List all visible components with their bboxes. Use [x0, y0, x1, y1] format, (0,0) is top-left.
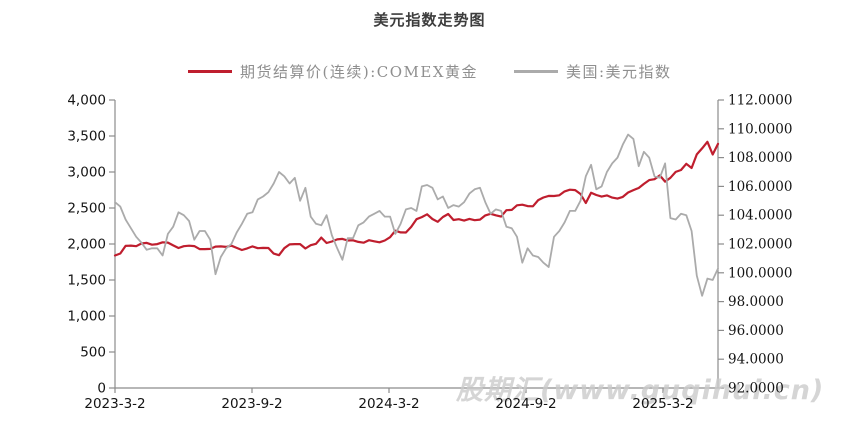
chart-title: 美元指数走势图: [373, 11, 486, 29]
legend-label-dxy: 美国:美元指数: [566, 62, 672, 81]
left-axis-tick-label: 3,000: [67, 165, 106, 181]
right-axis-tick-label: 104.0000: [728, 208, 792, 224]
dollar-index-line: [114, 133, 719, 297]
x-axis-tick-label: 2024-3-2: [358, 396, 419, 412]
legend-line-swatch-dxy: [514, 69, 558, 73]
x-axis-tick-label: 2023-3-2: [84, 396, 145, 412]
left-axis-tick-label: 1,500: [67, 273, 106, 289]
gold-price-line: [113, 140, 720, 257]
right-axis-tick-label: 96.0000: [728, 323, 784, 339]
right-axis-tick-label: 100.0000: [728, 265, 792, 281]
right-axis-tick-label: 102.0000: [728, 237, 792, 253]
left-axis-tick-label: 2,000: [67, 237, 106, 253]
left-axis-tick-label: 2,500: [67, 201, 106, 217]
right-axis-tick-label: 112.0000: [728, 93, 792, 109]
x-axis-tick-label: 2025-3-2: [632, 396, 693, 412]
left-axis-tick-label: 3,500: [67, 129, 106, 145]
left-axis-tick-label: 4,000: [67, 93, 106, 109]
legend-item-dxy: 美国:美元指数: [514, 62, 672, 81]
legend-label-gold: 期货结算价(连续):COMEX黄金: [240, 62, 479, 81]
legend-item-gold: 期货结算价(连续):COMEX黄金: [188, 62, 479, 81]
left-axis-tick-label: 0: [97, 381, 106, 397]
left-axis-tick-label: 1,000: [67, 309, 106, 325]
right-axis-tick-label: 110.0000: [728, 121, 792, 137]
right-axis-tick-label: 98.0000: [728, 294, 784, 310]
left-axis-tick-label: 500: [80, 345, 106, 361]
x-axis-tick-label: 2023-9-2: [221, 396, 282, 412]
right-axis-tick-label: 108.0000: [728, 150, 792, 166]
right-axis-tick-label: 94.0000: [728, 352, 784, 368]
watermark: 股期汇(www.guqihui.cn): [455, 375, 824, 406]
legend-line-swatch-gold: [188, 69, 232, 73]
right-axis-tick-label: 92.0000: [728, 381, 784, 397]
right-axis-tick-label: 106.0000: [728, 179, 792, 195]
x-axis-tick-label: 2024-9-2: [495, 396, 556, 412]
